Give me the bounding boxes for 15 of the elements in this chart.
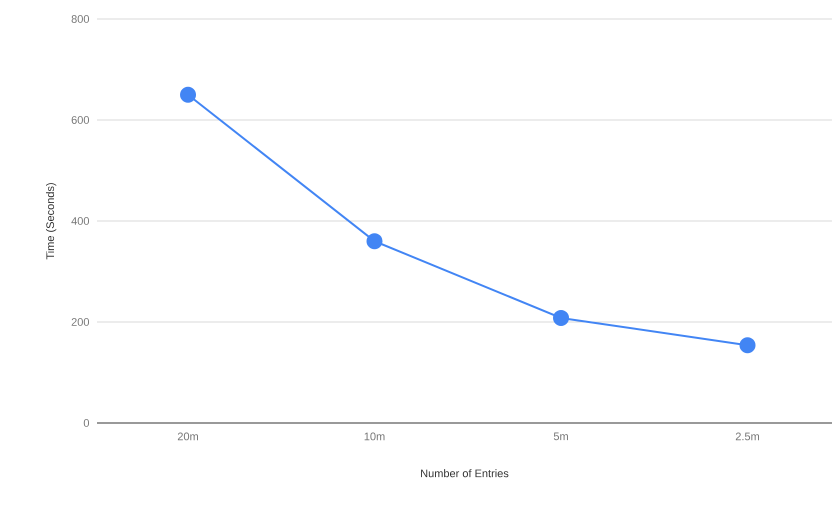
- y-tick-label: 800: [72, 15, 90, 23]
- point: [740, 337, 756, 354]
- y-tick-label: 400: [71, 217, 90, 225]
- x-tick-label: 20m: [178, 432, 198, 440]
- x-tick-label: 10m: [364, 432, 384, 440]
- x-axis-title: Number of Entries: [421, 469, 508, 478]
- point: [180, 86, 196, 103]
- y-tick-label: 600: [72, 116, 90, 124]
- y-tick-label: 200: [72, 318, 90, 326]
- y-axis-title: Time (Seconds): [46, 183, 56, 260]
- x-tick-label: 5m: [554, 432, 568, 440]
- point: [553, 310, 570, 326]
- x-tick-label: 2.5m: [736, 432, 760, 440]
- y-tick-label: 0: [84, 419, 90, 427]
- point: [366, 233, 383, 250]
